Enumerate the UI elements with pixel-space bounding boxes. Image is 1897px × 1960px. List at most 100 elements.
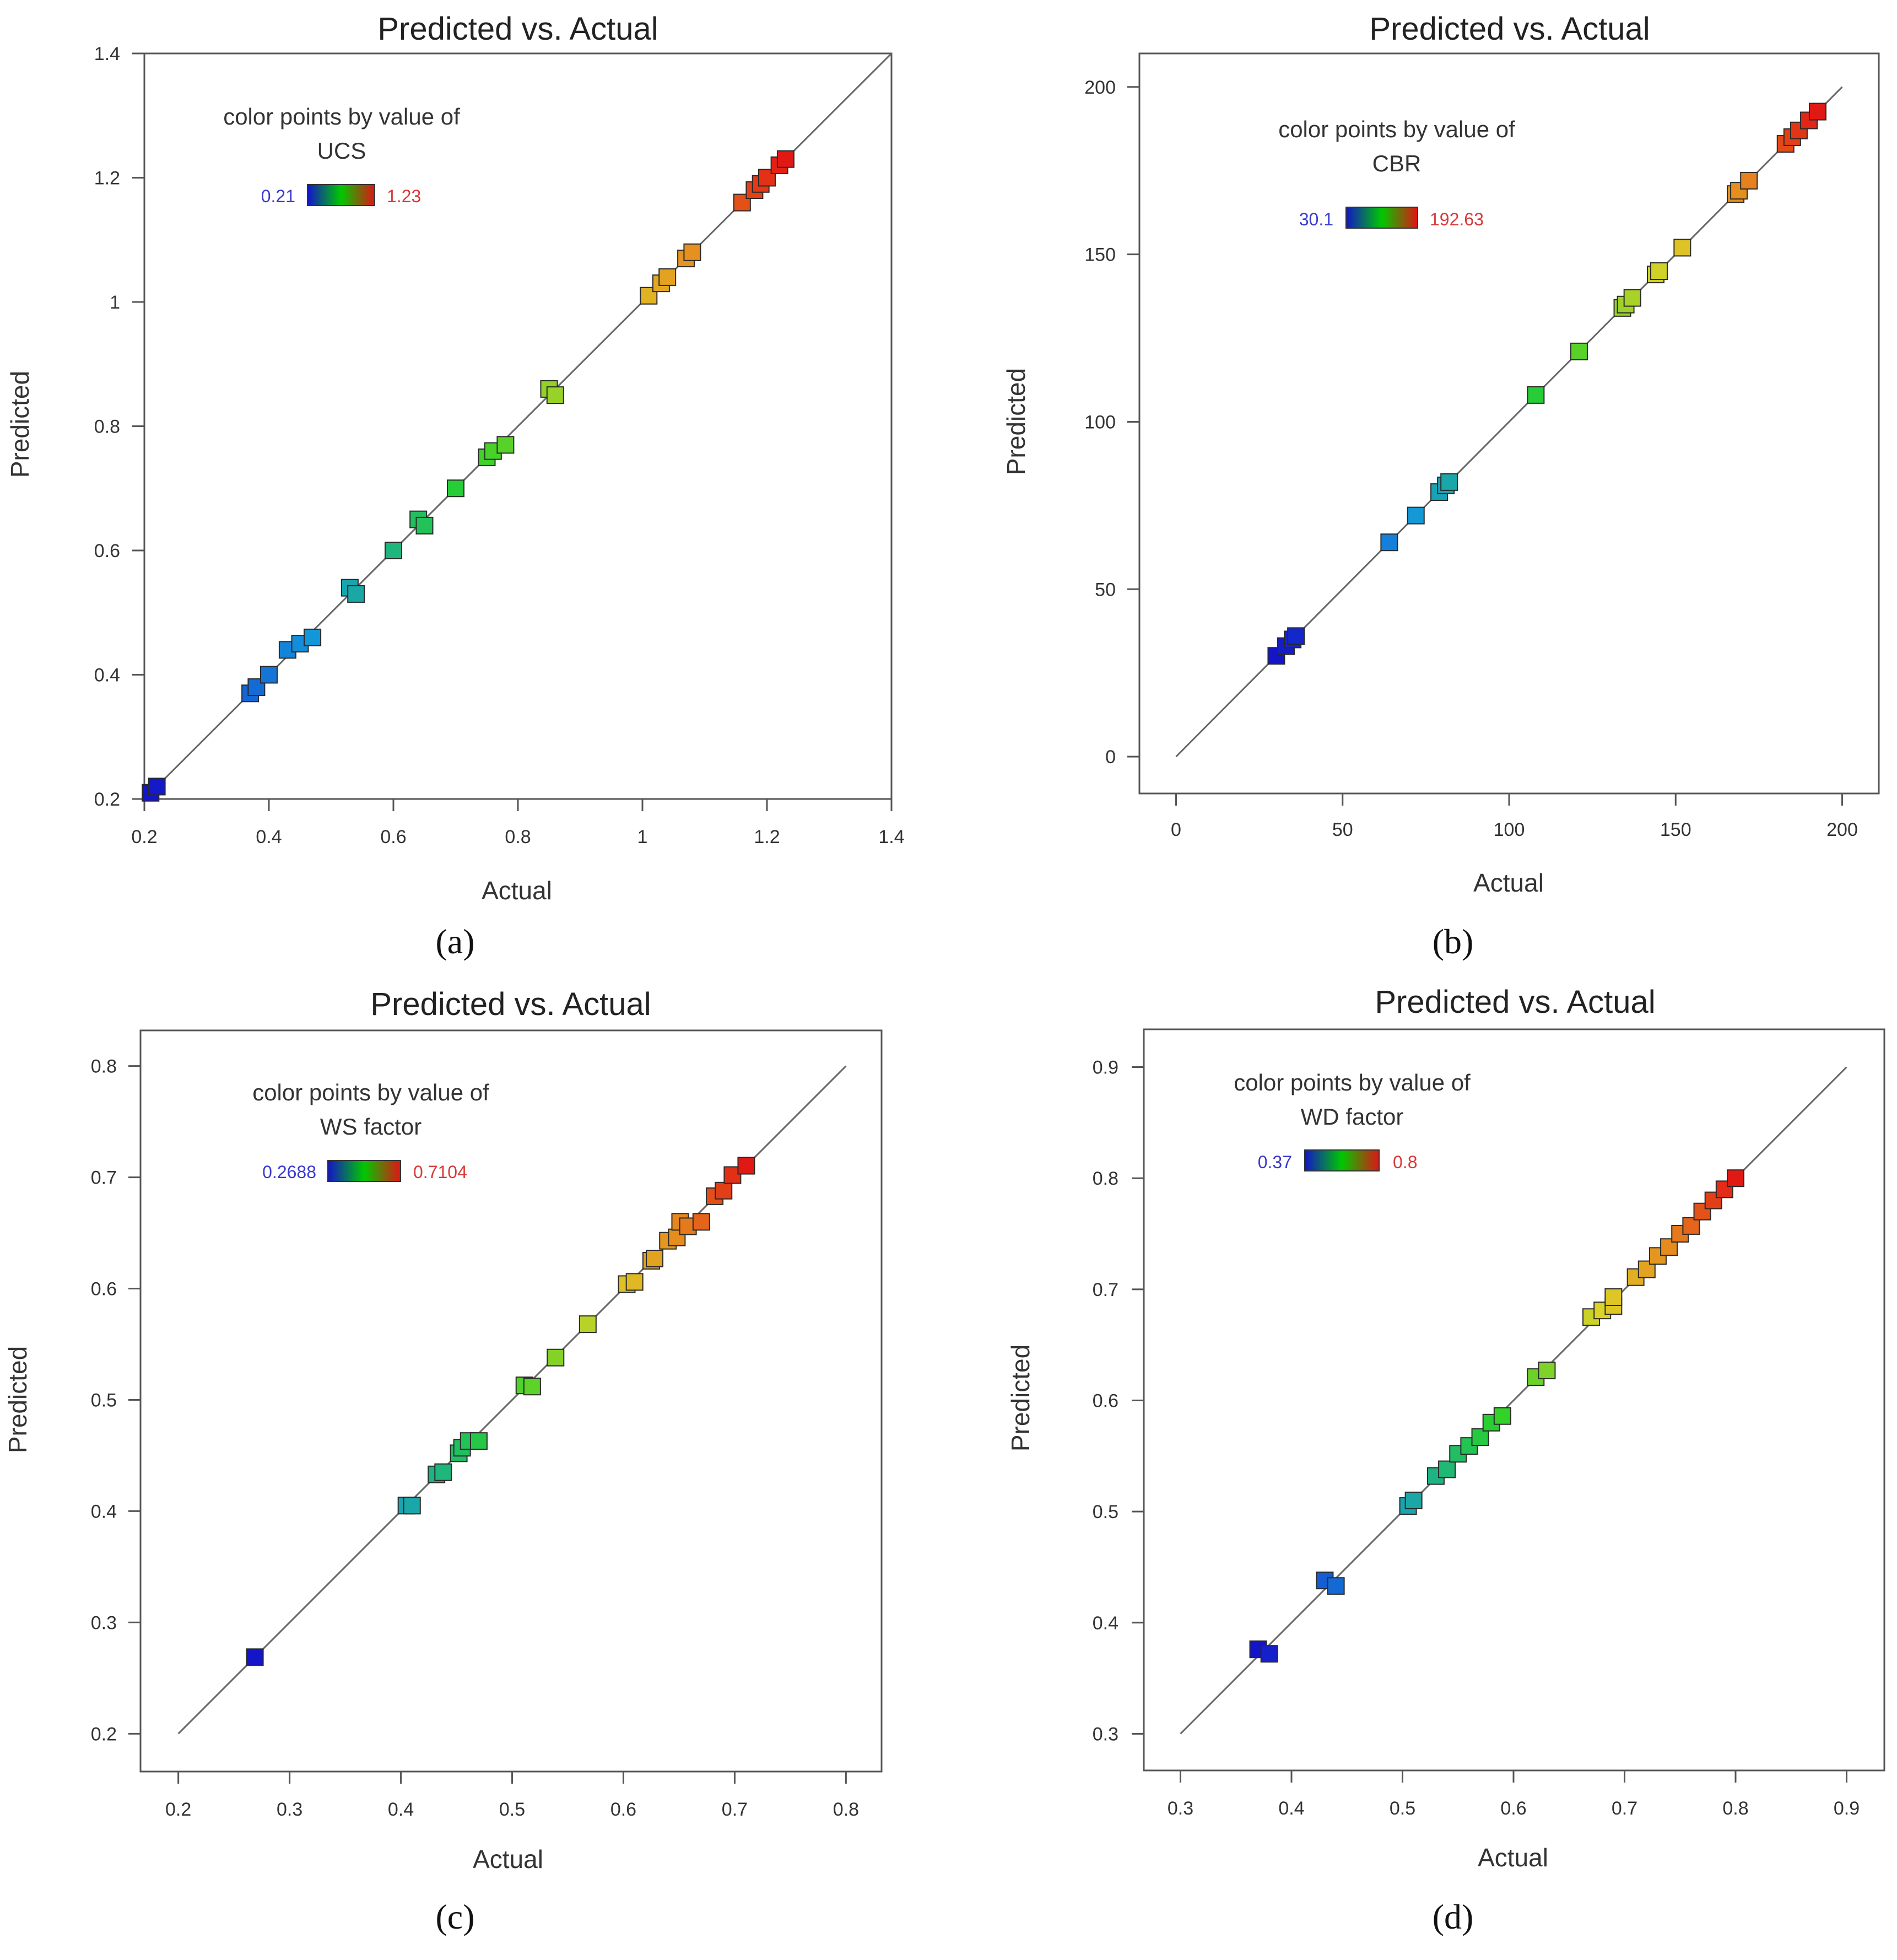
legend-title: color points by value of [1278,116,1515,142]
legend-max-label: 0.8 [1393,1152,1417,1172]
x-tick-label: 0.8 [833,1799,859,1820]
data-point [579,1315,597,1333]
data-point [1682,1217,1700,1235]
x-tick-label: 0.7 [722,1799,748,1820]
y-tick-label: 0.7 [1093,1279,1118,1300]
chart-panel-b: Predicted vs. Actual 0 50 100 150 200 0 50 100 15… [1002,11,1880,961]
x-tick-label: 0.4 [1278,1798,1304,1819]
data-point [1808,102,1826,121]
data-point [1440,473,1458,491]
x-tick-label: 0.6 [610,1799,636,1820]
data-point [1471,1428,1489,1446]
data-point [776,150,795,168]
panel-label: (c) [435,1897,474,1936]
y-tick-label: 150 [1084,245,1116,266]
x-axis-label: Actual [473,1845,543,1873]
data-point [1407,506,1425,525]
data-point [347,585,365,603]
legend-variable: CBR [1372,150,1422,176]
data-point [1726,1169,1744,1187]
y-tick-label: 0.8 [91,1056,117,1077]
legend-title: color points by value of [223,104,460,129]
y-axis-label: Predicted [3,1346,32,1453]
y-tick-label: 0.4 [1093,1613,1118,1634]
y-tick-label: 0.6 [94,541,120,561]
x-tick-label: 0.9 [1834,1798,1860,1819]
y-tick-label: 0.2 [91,1724,117,1745]
data-point [496,436,515,454]
y-axis-label: Predicted [6,371,34,478]
data-point [1527,386,1545,404]
x-tick-label: 50 [1332,819,1353,840]
y-tick-label: 1.4 [94,44,120,64]
x-tick-label: 0.3 [1168,1798,1193,1819]
x-tick-label: 0.2 [165,1799,191,1820]
data-point [1570,342,1588,360]
y-tick-label: 0.6 [1093,1391,1118,1412]
data-point [1673,239,1691,257]
x-tick-label: 150 [1660,819,1691,840]
legend-max-label: 0.7104 [413,1162,467,1182]
data-point [415,516,434,534]
legend-min-label: 30.1 [1299,209,1333,229]
legend-variable: WS factor [320,1114,421,1140]
chart-title: Predicted vs. Actual [1369,11,1650,47]
data-point [1327,1577,1345,1595]
data-point [469,1432,488,1450]
y-tick-label: 0.8 [1093,1168,1118,1189]
data-point [447,479,464,498]
x-tick-label: 0.4 [388,1799,414,1820]
x-tick-label: 0.4 [256,827,282,847]
data-point [625,1273,644,1291]
legend-color-bar [307,184,375,206]
chart-panel-c: Predicted vs. Actual 0.2 0.3 0.4 0.5 0.6 0.7 0.… [3,986,883,1936]
legend-max-label: 1.23 [387,186,421,206]
legend-color-bar [1304,1149,1380,1171]
chart-title: Predicted vs. Actual [1375,984,1655,1020]
y-tick-label: 50 [1095,579,1116,600]
chart-title: Predicted vs. Actual [370,986,651,1022]
y-tick-label: 1.2 [94,168,120,189]
data-point [715,1181,733,1200]
data-point [1287,627,1305,645]
x-tick-label: 200 [1826,819,1858,840]
y-tick-label: 1 [110,292,120,313]
data-point [737,1157,755,1175]
legend-color-bar [1345,207,1418,229]
panel-label: (b) [1433,922,1474,961]
x-axis-label: Actual [1473,868,1544,897]
data-point [1493,1407,1511,1425]
data-point [547,1348,565,1367]
x-axis-label: Actual [482,876,552,905]
x-tick-label: 0.6 [1500,1798,1526,1819]
legend-min-label: 0.2688 [262,1162,316,1182]
legend-color-bar [327,1160,401,1182]
data-point [1438,1460,1456,1478]
y-tick-label: 0.3 [91,1612,117,1633]
y-axis-label: Predicted [1006,1345,1035,1451]
y-tick-label: 0.3 [1093,1724,1118,1745]
y-axis-label: Predicted [1002,368,1030,475]
data-point [546,386,564,404]
data-point [1740,171,1758,190]
x-tick-label: 0.5 [499,1799,525,1820]
data-point [246,1648,264,1666]
x-tick-label: 1 [637,827,648,847]
data-point [683,243,701,261]
y-tick-label: 0.8 [94,417,120,438]
y-tick-label: 0.4 [94,665,120,686]
y-tick-label: 0.7 [91,1168,117,1189]
y-tick-label: 200 [1084,77,1116,98]
chart-panel-a: Predicted vs. Actual 0.2 0.4 0.6 0.8 1 1.2 1.4 0… [6,11,905,961]
data-point [148,777,166,796]
y-tick-label: 0 [1105,747,1116,768]
y-tick-label: 0.2 [94,789,120,810]
data-point [1623,289,1641,307]
data-point [1693,1202,1711,1221]
x-tick-label: 0.5 [1390,1798,1415,1819]
y-tick-label: 100 [1084,412,1116,433]
x-tick-label: 0.8 [1722,1798,1748,1819]
x-tick-label: 0.2 [131,827,157,847]
legend-title: color points by value of [252,1079,489,1105]
